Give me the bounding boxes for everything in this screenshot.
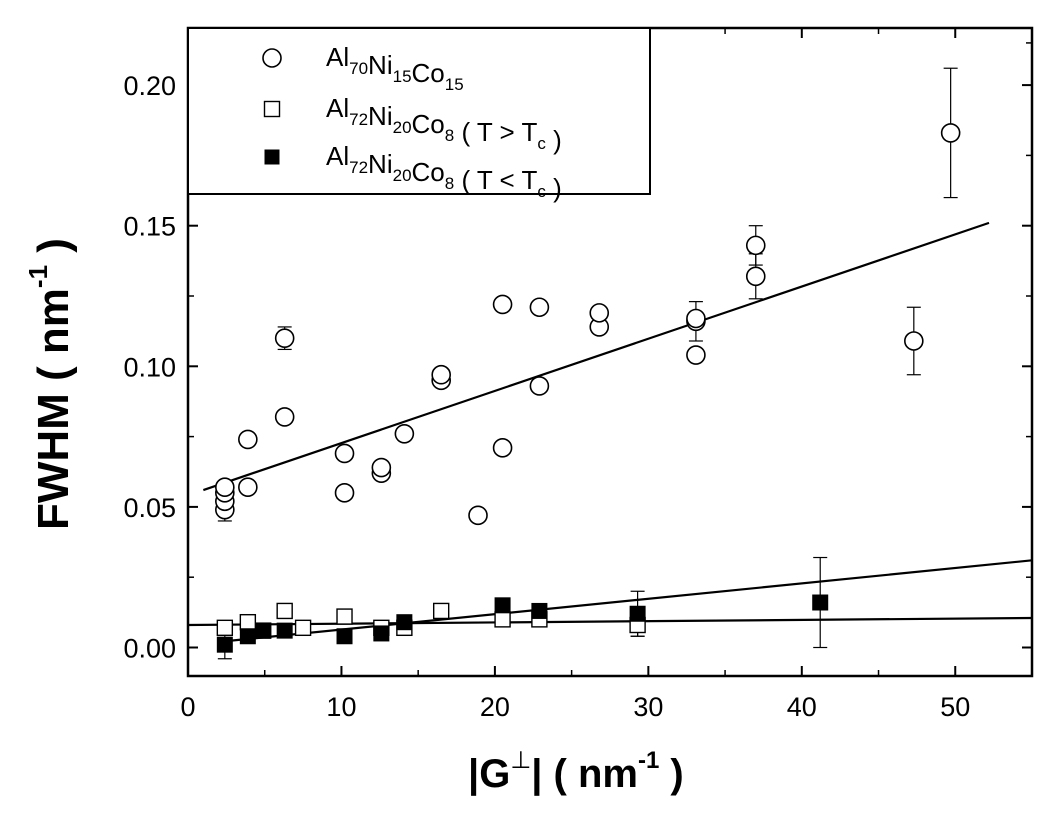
y-tick-label: 0.00 (123, 634, 176, 664)
s3-point (239, 628, 256, 645)
s1-point (215, 477, 235, 498)
legend-subscript: 70 (349, 59, 368, 78)
y-tick-label: 0.05 (123, 493, 176, 523)
legend-text-part: Al (326, 141, 349, 171)
s3-point (373, 625, 390, 642)
legend-text-part: Al (326, 42, 349, 72)
s3-point (255, 622, 272, 639)
s1-point (904, 331, 924, 351)
s2-point (294, 619, 312, 637)
axis-ticks: 0 10 20 30 40 50 0.00 0.05 0.10 0.15 0.20 (123, 28, 1033, 722)
s1-point (529, 376, 550, 396)
s3-point (396, 614, 413, 631)
x-tick-label: 0 (180, 692, 195, 722)
x-tick-label: 10 (326, 692, 356, 722)
s1-point (940, 123, 961, 143)
legend-marker-open-circle (262, 48, 282, 68)
legend-text-part: Al (326, 93, 349, 123)
s3-point (812, 594, 829, 611)
s2-legend-label: Al72Ni20Co8 ( T > Tc ) (326, 93, 562, 155)
s1-point (334, 443, 355, 464)
x-tick-label: 20 (480, 692, 510, 722)
s1-point (492, 438, 513, 458)
s2-point (276, 602, 293, 620)
legend-subscript: 8 (445, 126, 454, 145)
legend-subscript: 15 (445, 75, 464, 94)
s3-point (531, 602, 548, 619)
s2-point (494, 611, 511, 628)
legend-text-part: ) (546, 173, 562, 203)
s2-fit-line (187, 616, 1032, 627)
s1-point (745, 266, 766, 287)
x-tick-label: 50 (940, 692, 970, 722)
s2-point (216, 619, 234, 637)
s3-point (216, 636, 233, 653)
s2-point (239, 613, 257, 631)
s3-fit-line (218, 559, 1033, 643)
s1-point (589, 303, 610, 323)
legend-subscript: 20 (393, 118, 412, 137)
legend-text-part: Co (412, 58, 445, 88)
y-tick-label: 0.15 (123, 212, 176, 242)
s3-legend-label: Al72Ni20Co8 ( T < Tc ) (326, 141, 562, 203)
s1-point (431, 364, 451, 385)
s1-point (492, 294, 513, 315)
legend-subscript: c (537, 134, 546, 153)
legend-subscript: 20 (393, 166, 412, 185)
s3-point (494, 597, 511, 614)
legend-subscript: 15 (393, 67, 412, 86)
x-axis-label: |G⊥| ( nm-1 ) (468, 747, 684, 796)
x-tick-label: 30 (633, 692, 663, 722)
legend-marker-open-square (263, 100, 281, 118)
s1-point (371, 457, 392, 478)
legend-text-part: ( T > T (454, 117, 537, 147)
s1-point (394, 423, 415, 444)
s1-point (334, 483, 355, 503)
legend-subscript: 8 (445, 174, 454, 193)
s1-point (686, 308, 706, 329)
legend-text-part: Co (412, 109, 445, 139)
s1-point (274, 328, 295, 348)
y-tick-label: 0.20 (123, 71, 176, 101)
legend-text-part: Ni (368, 101, 393, 131)
x-tick-label: 40 (787, 692, 817, 722)
legend-text-part: Ni (368, 149, 393, 179)
s2-point (432, 602, 450, 620)
legend-subscript: c (537, 182, 546, 201)
s3-point (336, 628, 353, 645)
legend-text-part: Ni (368, 50, 393, 80)
y-tick-label: 0.10 (123, 352, 176, 382)
s1-point (745, 235, 766, 256)
s1-point (468, 505, 488, 526)
s2-point (336, 608, 353, 625)
y-axis-label: FWHM ( nm-1 ) (23, 238, 78, 530)
legend-text-part: Co (412, 157, 445, 187)
s1-point (686, 345, 706, 365)
legend-subscript: 72 (349, 158, 368, 177)
legend-marker-filled-square (264, 149, 280, 165)
s1-point (238, 477, 258, 498)
legend-text-part: ( T < T (454, 165, 537, 195)
fit-lines (187, 221, 1033, 643)
s1-point (529, 297, 550, 318)
s1-point (274, 407, 295, 427)
legend-subscript: 72 (349, 110, 368, 129)
s1-legend-label: Al70Ni15Co15 (326, 42, 464, 94)
data-points (215, 123, 961, 653)
s1-point (238, 429, 258, 450)
s3-point (276, 622, 293, 639)
s1-fit-line (202, 221, 990, 492)
legend-text-part: ) (546, 125, 562, 155)
s3-point (629, 605, 646, 622)
